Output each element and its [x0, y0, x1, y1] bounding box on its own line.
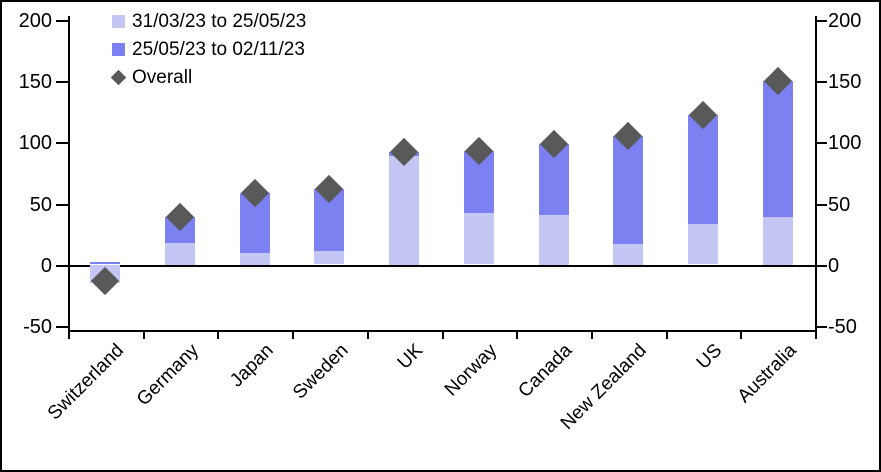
bar-segment-period1 — [314, 251, 344, 264]
y-tick-right — [817, 326, 827, 328]
y-tick-label-left: 200 — [18, 10, 52, 32]
x-tick — [367, 332, 369, 339]
y-tick-right — [817, 81, 827, 83]
y-tick-right — [817, 20, 827, 22]
category-label: Switzerland — [43, 340, 129, 425]
category-label: Norway — [441, 340, 502, 401]
y-tick-label-left: 0 — [40, 255, 52, 277]
x-tick — [666, 332, 668, 339]
y-tick-label-left: 100 — [18, 132, 52, 154]
bar-segment-period1 — [165, 243, 195, 265]
bar-segment-period2 — [613, 136, 643, 244]
y-tick-label-left: -50 — [23, 316, 52, 338]
bar-segment-period2 — [763, 81, 793, 217]
x-tick — [740, 332, 742, 339]
y-tick-label-right: -50 — [828, 316, 857, 338]
bar-segment-period2 — [688, 115, 718, 224]
y-tick-label-left: 150 — [18, 71, 52, 93]
bar-segment-period1 — [539, 215, 569, 265]
y-tick-left — [56, 142, 68, 144]
legend-item-period2: 25/05/23 to 02/11/23 — [112, 38, 306, 61]
bar-segment-period1 — [763, 217, 793, 265]
category-label: Sweden — [288, 340, 353, 404]
y-tick-label-right: 50 — [828, 194, 851, 216]
y-tick-left — [56, 326, 68, 328]
x-tick — [143, 332, 145, 339]
y-tick-right — [817, 265, 827, 267]
x-tick — [217, 332, 219, 339]
bar-segment-period1 — [464, 213, 494, 264]
y-tick-right — [817, 142, 827, 144]
y-axis-right — [815, 16, 817, 330]
x-tick — [442, 332, 444, 339]
bar-segment-period1 — [688, 224, 718, 264]
series2-swatch-icon — [112, 43, 125, 56]
legend-label-period1: 31/03/23 to 25/05/23 — [132, 11, 307, 32]
x-tick — [591, 332, 593, 339]
category-label: UK — [393, 340, 428, 374]
legend-item-overall: Overall — [110, 66, 306, 89]
bar-segment-period1 — [613, 244, 643, 265]
x-tick — [516, 332, 518, 339]
legend: 31/03/23 to 25/05/23 25/05/23 to 02/11/2… — [110, 10, 306, 89]
bar-segment-period1 — [240, 253, 270, 265]
bar-segment-period2 — [90, 262, 120, 264]
category-label: US — [692, 340, 726, 374]
category-label: Germany — [132, 340, 203, 411]
zero-line — [68, 265, 817, 267]
overall-diamond-icon — [110, 69, 127, 86]
legend-item-period1: 31/03/23 to 25/05/23 — [112, 10, 306, 33]
category-label: Canada — [514, 340, 577, 402]
x-tick — [292, 332, 294, 339]
y-tick-left — [56, 81, 68, 83]
y-tick-left — [56, 204, 68, 206]
legend-label-period2: 25/05/23 to 02/11/23 — [132, 39, 305, 60]
x-tick — [68, 332, 70, 339]
y-tick-label-right: 100 — [828, 132, 862, 154]
y-tick-left — [56, 265, 68, 267]
y-tick-label-left: 50 — [29, 194, 52, 216]
series1-swatch-icon — [112, 15, 125, 28]
category-label: Australia — [733, 340, 801, 408]
y-tick-label-right: 200 — [828, 10, 862, 32]
bar-segment-period1 — [389, 156, 419, 265]
y-tick-right — [817, 204, 827, 206]
x-axis — [68, 330, 817, 332]
y-tick-left — [56, 20, 68, 22]
y-axis-left — [68, 16, 70, 330]
y-tick-label-right: 0 — [828, 255, 840, 277]
y-tick-label-right: 150 — [828, 71, 862, 93]
x-tick — [815, 332, 817, 339]
category-label: Japan — [226, 340, 278, 392]
legend-label-overall: Overall — [132, 67, 193, 88]
